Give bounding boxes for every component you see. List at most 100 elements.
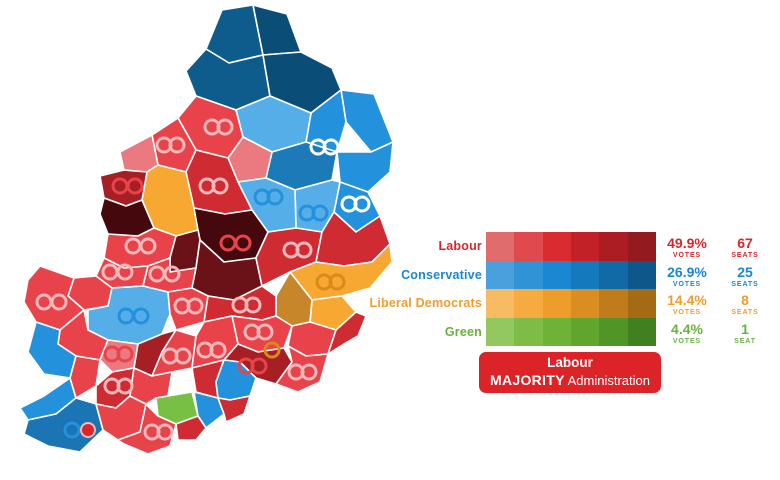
- votes-label: VOTES: [672, 252, 702, 259]
- councillor-seat-dot: [353, 195, 371, 213]
- councillor-seat-dot: [163, 265, 181, 283]
- results-map: [19, 4, 394, 455]
- ward-polygon: [327, 311, 367, 355]
- councillor-seat-dot: [263, 341, 281, 359]
- shade-swatch: [514, 317, 543, 347]
- councillor-seat-dot: [244, 296, 262, 314]
- councillor-seat-dot: [311, 204, 329, 222]
- seats-label: SEATS: [731, 309, 759, 317]
- shade-swatch: [486, 317, 515, 347]
- shade-swatch: [627, 317, 656, 347]
- shade-swatch: [570, 317, 600, 347]
- councillor-seat-dot: [234, 234, 252, 252]
- party-label-liberal-democrats: Liberal Democrats: [369, 296, 482, 311]
- councillor-seat-dot: [116, 345, 134, 363]
- ward-polygon: [193, 391, 225, 429]
- shade-swatch: [627, 232, 656, 261]
- shade-swatch: [599, 260, 628, 290]
- seats-label: SEAT: [734, 337, 756, 345]
- shade-swatch: [486, 289, 515, 318]
- councillor-seat-dot: [266, 188, 284, 206]
- vote-share-shade-scale: [486, 289, 656, 318]
- party-label-conservative: Conservative: [401, 267, 482, 282]
- shade-swatch: [542, 317, 571, 347]
- councillor-seat-dot: [300, 363, 318, 381]
- seats-stat: 67 SEATS: [716, 236, 774, 259]
- votes-percent: 4.4%: [671, 320, 703, 337]
- votes-stat: 4.4% VOTES: [657, 322, 717, 345]
- shade-swatch: [599, 232, 628, 261]
- votes-percent: 14.4%: [667, 292, 707, 309]
- shade-swatch: [570, 232, 600, 261]
- votes-stat: 49.9% VOTES: [657, 236, 717, 259]
- councillor-seat-dot: [322, 138, 340, 156]
- votes-label: VOTES: [672, 280, 702, 288]
- banner-administration-word: Administration: [564, 373, 650, 389]
- seats-stat: 1 SEAT: [716, 322, 774, 345]
- majority-banner: Labour MAJORITY Administration: [479, 352, 661, 393]
- councillor-seat-dot: [250, 357, 268, 375]
- vote-share-shade-scale: [486, 232, 656, 261]
- seats-count: 25: [737, 263, 753, 280]
- councillor-seat-dot: [256, 323, 274, 341]
- shade-swatch: [542, 232, 571, 261]
- shade-swatch: [599, 289, 628, 318]
- shade-swatch: [570, 289, 600, 318]
- ward-polygon: [340, 89, 394, 153]
- seats-stat: 8 SEATS: [716, 293, 774, 316]
- votes-percent: 26.9%: [667, 263, 707, 280]
- councillor-seat-dot: [211, 177, 229, 195]
- councillor-seat-dot: [174, 347, 192, 365]
- ward-polygon: [175, 415, 207, 441]
- councillor-seat-dot: [186, 297, 204, 315]
- councillor-seat-dot: [116, 263, 134, 281]
- vote-share-shade-scale: [486, 260, 656, 290]
- votes-label: VOTES: [672, 337, 702, 345]
- seats-count: 8: [741, 292, 749, 309]
- ward-polygon: [69, 355, 101, 399]
- councillor-seat-dot: [216, 118, 234, 136]
- shade-swatch: [599, 317, 628, 347]
- seats-label: SEATS: [731, 280, 759, 288]
- seats-stat: 25 SEATS: [716, 265, 774, 288]
- councillor-seat-dot: [132, 307, 150, 325]
- councillor-seat-dot: [63, 421, 81, 439]
- councillor-seat-dot: [126, 177, 144, 195]
- shade-swatch: [514, 289, 543, 318]
- councillor-seat-dot: [80, 422, 96, 438]
- shade-swatch: [542, 289, 571, 318]
- seats-count: 67: [737, 235, 753, 251]
- party-label-green: Green: [444, 324, 482, 339]
- councillor-seat-dot: [295, 241, 313, 259]
- shade-swatch: [570, 260, 600, 290]
- councillor-seat-dot: [139, 237, 157, 255]
- shade-swatch: [542, 260, 571, 290]
- ward-polygon: [217, 395, 251, 423]
- votes-stat: 14.4% VOTES: [657, 293, 717, 316]
- councillor-seat-dot: [168, 136, 186, 154]
- banner-majority-word: MAJORITY: [489, 372, 565, 389]
- banner-subtitle: MAJORITY Administration: [490, 372, 650, 390]
- shade-swatch: [514, 232, 543, 261]
- votes-stat: 26.9% VOTES: [657, 265, 717, 288]
- ward-polygon: [129, 367, 173, 405]
- ward-polygon: [119, 134, 159, 173]
- shade-swatch: [514, 260, 543, 290]
- banner-party: Labour: [547, 355, 593, 371]
- shade-swatch: [486, 232, 515, 261]
- seats-label: SEATS: [731, 252, 759, 259]
- councillor-seat-dot: [156, 423, 174, 441]
- shade-swatch: [486, 260, 515, 290]
- councillor-seat-dot: [328, 273, 346, 291]
- party-label-labour: Labour: [438, 239, 482, 253]
- shade-swatch: [627, 289, 656, 318]
- votes-label: VOTES: [672, 309, 702, 317]
- councillor-seat-dot: [116, 377, 134, 395]
- councillor-seat-dot: [209, 341, 227, 359]
- councillor-seat-dot: [50, 293, 68, 311]
- vote-share-shade-scale: [486, 317, 656, 347]
- shade-swatch: [627, 260, 656, 290]
- votes-percent: 49.9%: [667, 235, 707, 251]
- seats-count: 1: [741, 320, 749, 337]
